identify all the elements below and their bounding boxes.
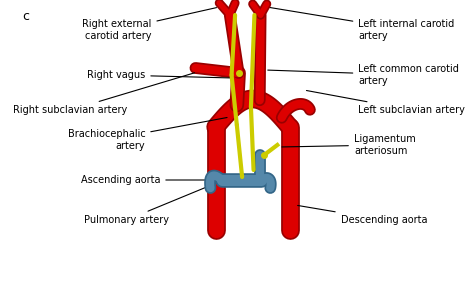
Text: Right vagus: Right vagus — [87, 70, 230, 80]
Text: Left common carotid
artery: Left common carotid artery — [268, 64, 459, 86]
Text: Right external
carotid artery: Right external carotid artery — [82, 8, 217, 41]
Text: Left subclavian artery: Left subclavian artery — [307, 91, 465, 115]
Text: Ligamentum
arteriosum: Ligamentum arteriosum — [282, 134, 416, 156]
Text: Brachiocephalic
artery: Brachiocephalic artery — [68, 117, 227, 151]
Text: Ascending aorta: Ascending aorta — [81, 175, 208, 185]
Text: Left internal carotid
artery: Left internal carotid artery — [270, 7, 455, 41]
Text: Descending aorta: Descending aorta — [298, 205, 427, 225]
Text: Pulmonary artery: Pulmonary artery — [84, 181, 221, 225]
Text: Right subclavian artery: Right subclavian artery — [13, 73, 194, 115]
Text: c: c — [22, 10, 29, 23]
